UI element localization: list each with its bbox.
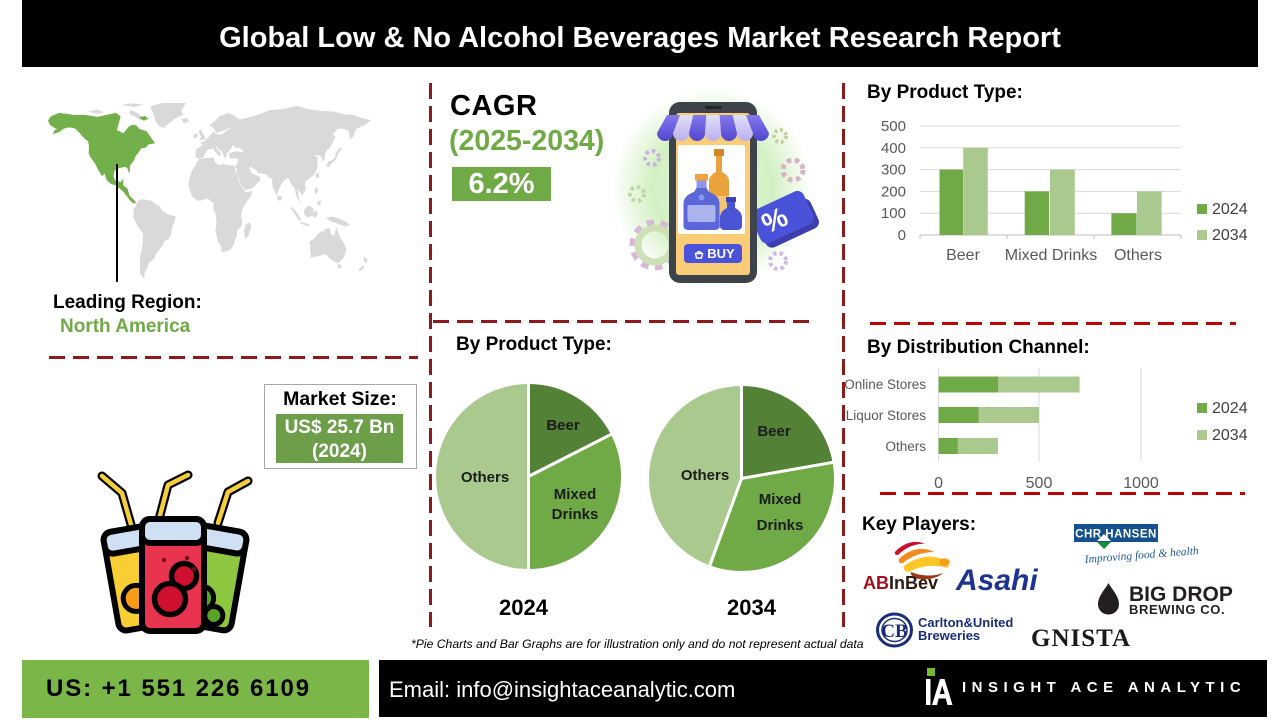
svg-text:2034: 2034 <box>1212 427 1248 444</box>
svg-text:Improving food & health: Improving food & health <box>1083 545 1199 566</box>
svg-text:Beer: Beer <box>757 423 791 440</box>
svg-text:Beer: Beer <box>546 417 580 434</box>
svg-text:Mixed: Mixed <box>554 486 597 503</box>
svg-text:400: 400 <box>881 140 906 157</box>
svg-text:300: 300 <box>881 162 906 179</box>
svg-text:Breweries: Breweries <box>918 628 980 643</box>
svg-text:GNISTA: GNISTA <box>1031 625 1131 652</box>
svg-text:2024: 2024 <box>1212 201 1248 218</box>
svg-text:Others: Others <box>1114 247 1162 264</box>
svg-text:CHR HANSEN: CHR HANSEN <box>1075 529 1157 541</box>
svg-text:Asahi: Asahi <box>955 564 1038 597</box>
svg-text:Online Stores: Online Stores <box>844 377 926 392</box>
svg-text:Mixed Drinks: Mixed Drinks <box>1005 247 1097 264</box>
svg-text:Others: Others <box>681 467 729 484</box>
svg-text:INSIGHT ACE ANALYTIC: INSIGHT ACE ANALYTIC <box>962 679 1246 696</box>
svg-text:Drinks: Drinks <box>552 506 599 523</box>
svg-text:100: 100 <box>881 205 906 222</box>
svg-text:Beer: Beer <box>946 247 980 264</box>
svg-text:2034: 2034 <box>1212 227 1248 244</box>
svg-text:0: 0 <box>898 227 906 244</box>
svg-text:Carlton&United: Carlton&United <box>918 615 1013 630</box>
svg-text:BUY: BUY <box>707 246 735 261</box>
svg-text:Drinks: Drinks <box>757 517 804 534</box>
svg-text:Mixed: Mixed <box>759 491 802 508</box>
svg-text:BIG DROP: BIG DROP <box>1129 583 1233 606</box>
svg-text:200: 200 <box>881 183 906 200</box>
svg-text:BREWING CO.: BREWING CO. <box>1129 602 1225 617</box>
svg-text:1000: 1000 <box>1123 475 1159 492</box>
svg-text:CB: CB <box>881 621 908 642</box>
svg-text:500: 500 <box>1026 475 1053 492</box>
svg-text:0: 0 <box>934 475 943 492</box>
svg-text:Others: Others <box>885 439 926 454</box>
svg-text:500: 500 <box>881 118 906 135</box>
svg-text:ABInBev: ABInBev <box>863 573 938 593</box>
svg-text:2024: 2024 <box>1212 400 1248 417</box>
svg-text:Others: Others <box>461 469 509 486</box>
svg-text:Liquor Stores: Liquor Stores <box>846 408 927 423</box>
